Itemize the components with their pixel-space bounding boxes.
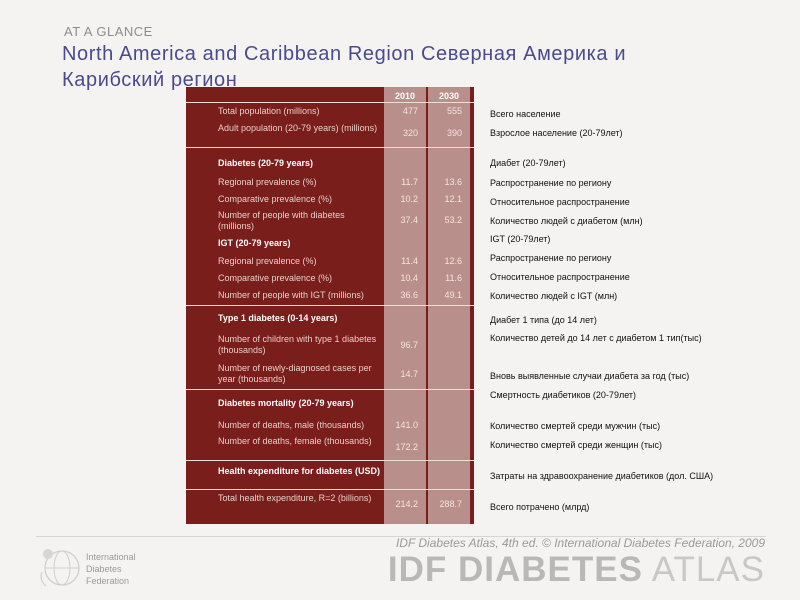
- idf-logo-icon: [40, 549, 80, 587]
- value-2030: 53.2: [444, 215, 462, 225]
- value-2030: 12.1: [444, 194, 462, 204]
- atlas-wordmark-bold: IDF DIABETES: [387, 550, 643, 589]
- atlas-wordmark: IDF DIABETES ATLAS: [385, 550, 765, 590]
- section-label: IGT (20-79 years): [218, 238, 291, 248]
- value-2010: 477: [402, 106, 418, 116]
- row-label: Number of people with IGT (millions): [218, 290, 364, 300]
- value-2030: 12.6: [444, 256, 462, 266]
- row-label: Adult population (20-79 years) (millions…: [218, 123, 378, 133]
- separator: [186, 389, 474, 390]
- value-2010: 96.7: [400, 340, 418, 350]
- row-label: Number of people with diabetes (millions…: [218, 210, 345, 231]
- slide-title: North America and Caribbean Region Север…: [62, 43, 627, 91]
- footer-divider: [36, 536, 766, 537]
- copyright-credit: IDF Diabetes Atlas, 4th ed. © Internatio…: [395, 536, 765, 550]
- slide-kicker: AT A GLANCE: [64, 24, 153, 39]
- separator: [186, 305, 474, 306]
- russian-label: Взрослое население (20-79лет): [490, 128, 623, 138]
- section-label: Diabetes (20-79 years): [218, 158, 314, 168]
- row-label: Total health expenditure, R=2 (billions): [218, 493, 372, 503]
- separator: [186, 460, 474, 461]
- russian-label: Количество смертей среди мужчин (тыс): [490, 421, 661, 431]
- russian-label: Количество людей с диабетом (млн): [490, 216, 643, 226]
- value-2030: 288.7: [439, 499, 462, 509]
- russian-label: Затраты на здравоохранение диабетиков (д…: [490, 471, 714, 481]
- russian-label: Количество людей с IGT (млн): [490, 291, 618, 301]
- russian-label: Вновь выявленные случаи диабета за год (…: [490, 371, 690, 381]
- section-label: Type 1 diabetes (0-14 years): [218, 313, 338, 323]
- row-label: Number of children with type 1 diabetes …: [218, 334, 377, 355]
- russian-label: Смертность диабетиков (20-79лет): [490, 390, 637, 400]
- idf-org-line3: Federation: [86, 576, 130, 586]
- section-label: Health expenditure for diabetes (USD): [218, 466, 381, 476]
- russian-label: Количество детей до 14 лет с диабетом 1 …: [490, 333, 702, 343]
- russian-label: Диабет (20-79лет): [490, 158, 566, 168]
- value-2010: 36.6: [400, 290, 418, 300]
- value-2010: 141.0: [395, 420, 418, 430]
- data-table: 2010 2030 Total population (millions) 47…: [186, 87, 474, 524]
- value-2030: 13.6: [444, 177, 462, 187]
- value-2030: 11.6: [445, 273, 462, 283]
- row-label: Number of deaths, female (thousands): [218, 436, 372, 446]
- row-label: Total population (millions): [218, 106, 320, 116]
- russian-label: Всего потрачено (млрд): [490, 502, 590, 512]
- separator: [186, 102, 474, 103]
- idf-org-name: International Diabetes Federation: [86, 551, 166, 587]
- value-2010: 320: [402, 128, 418, 138]
- value-2030: 49.1: [444, 290, 462, 300]
- idf-org-line1: International: [86, 552, 136, 562]
- russian-label: Количество смертей среди женщин (тыс): [490, 440, 662, 450]
- separator: [186, 147, 474, 148]
- row-label: Comparative prevalence (%): [218, 273, 333, 283]
- atlas-wordmark-light: ATLAS: [642, 550, 765, 589]
- value-2010: 14.7: [400, 369, 418, 379]
- column-header-2010: 2010: [394, 91, 416, 101]
- row-label: Comparative prevalence (%): [218, 194, 333, 204]
- value-2010: 10.2: [400, 194, 418, 204]
- value-2010: 172.2: [395, 442, 418, 452]
- russian-label: Распространение по региону: [490, 253, 612, 263]
- russian-label: Диабет 1 типа (до 14 лет): [490, 315, 597, 325]
- row-label: Regional prevalence (%): [218, 256, 317, 266]
- value-2010: 11.7: [401, 177, 418, 187]
- separator: [186, 489, 474, 490]
- value-2010: 214.2: [395, 499, 418, 509]
- column-header-2030: 2030: [438, 91, 460, 101]
- russian-label: IGT (20-79лет): [490, 234, 551, 244]
- row-label: Number of deaths, male (thousands): [218, 420, 365, 430]
- russian-label: Относительное распространение: [490, 272, 630, 282]
- russian-label: Относительное распространение: [490, 197, 630, 207]
- idf-org-line2: Diabetes: [86, 564, 122, 574]
- value-2030: 390: [446, 128, 462, 138]
- value-2010: 37.4: [400, 215, 418, 225]
- row-label: Regional prevalence (%): [218, 177, 317, 187]
- value-2010: 10.4: [400, 273, 418, 283]
- russian-label: Распространение по региону: [490, 178, 612, 188]
- value-2030: 555: [446, 106, 462, 116]
- value-2010: 11.4: [401, 256, 418, 266]
- section-label: Diabetes mortality (20-79 years): [218, 398, 354, 408]
- russian-label: Всего население: [490, 109, 561, 119]
- row-label: Number of newly-diagnosed cases per year…: [218, 363, 372, 384]
